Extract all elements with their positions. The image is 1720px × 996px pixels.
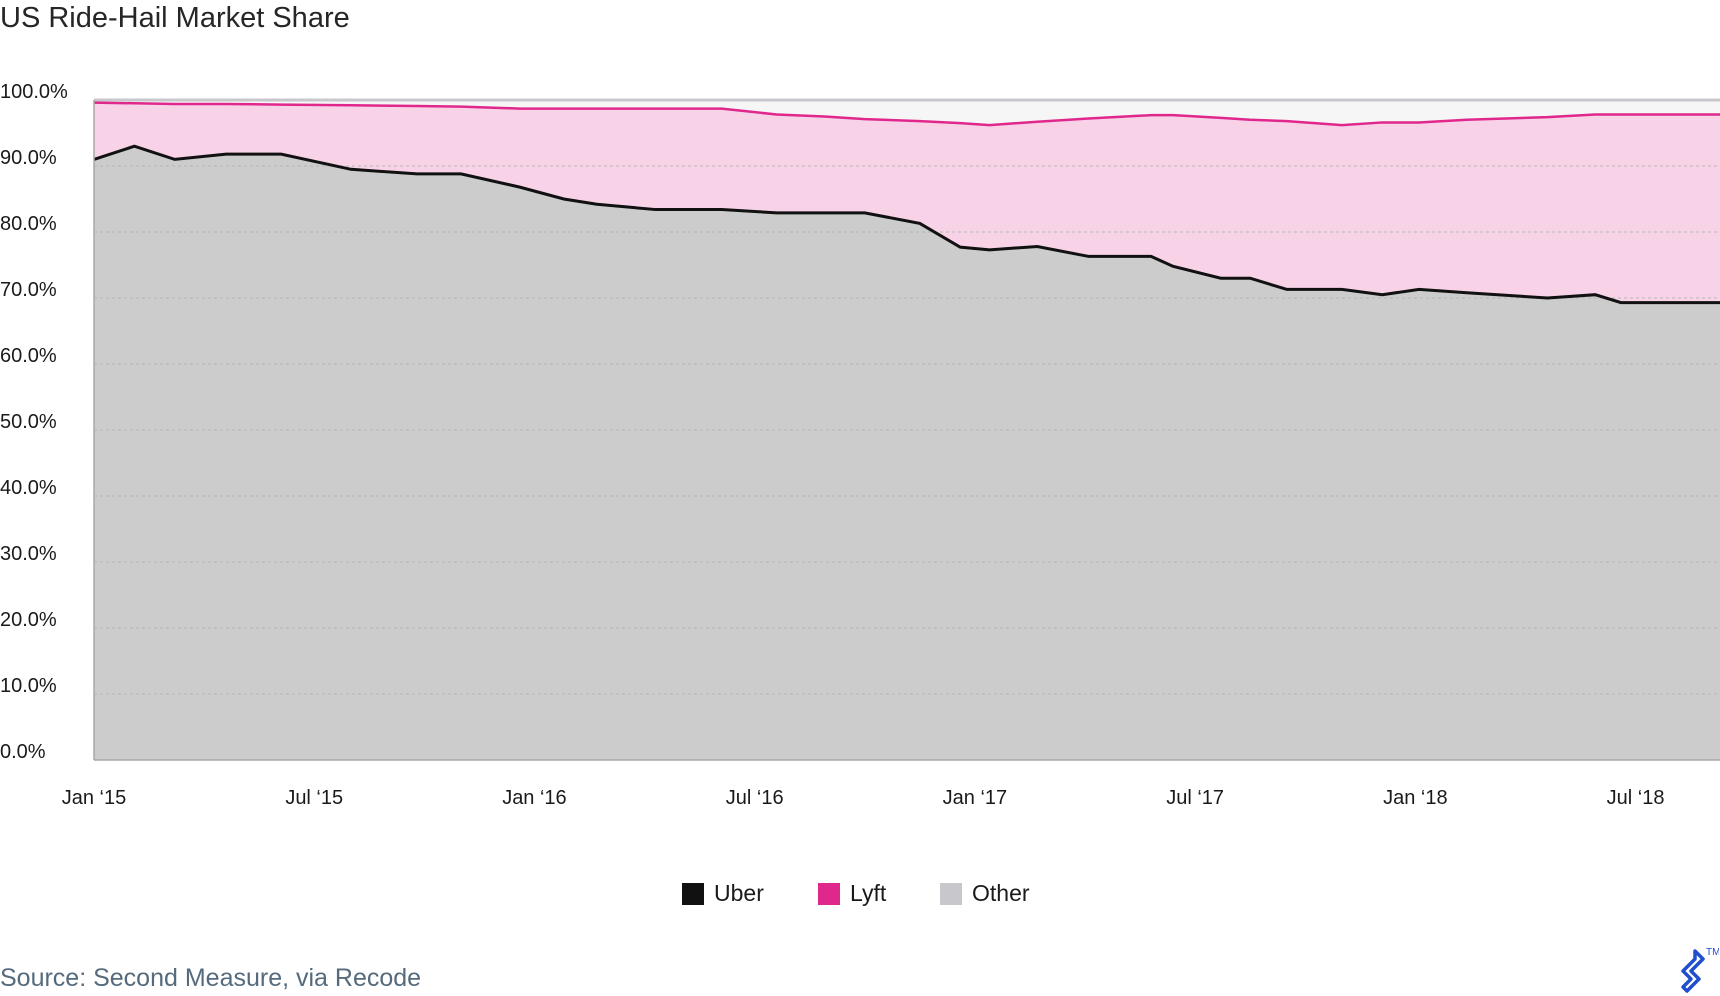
x-tick-label: Jan ‘18 <box>1383 787 1448 809</box>
y-tick-label: 40.0% <box>0 477 57 499</box>
legend-label-uber: Uber <box>714 880 764 906</box>
area-lyft <box>94 102 1720 303</box>
area-other <box>94 100 1720 126</box>
legend-item-lyft: Lyft <box>818 880 886 907</box>
x-tick-label: Jan ‘15 <box>62 787 127 809</box>
y-tick-label: 50.0% <box>0 411 57 433</box>
x-tick-label: Jul ‘16 <box>726 787 784 809</box>
legend-item-uber: Uber <box>682 880 764 907</box>
y-tick-label: 90.0% <box>0 147 57 169</box>
y-tick-label: 0.0% <box>0 741 46 763</box>
chart-legend: Uber Lyft Other <box>0 880 1720 908</box>
series-line-lyft <box>93 101 1720 127</box>
x-tick-label: Jul ‘15 <box>285 787 343 809</box>
x-tick-label: Jul ‘17 <box>1166 787 1224 809</box>
chart-title: US Ride-Hail Market Share <box>0 2 350 34</box>
logo-trademark: TM <box>1706 947 1719 958</box>
area-uber <box>94 146 1720 760</box>
x-tick-label: Jan ‘17 <box>943 787 1008 809</box>
x-tick-label: Jan ‘16 <box>502 787 567 809</box>
y-tick-label: 60.0% <box>0 345 57 367</box>
y-tick-label: 70.0% <box>0 279 57 301</box>
y-tick-label: 20.0% <box>0 609 57 631</box>
legend-label-other: Other <box>972 880 1030 906</box>
y-tick-label: 30.0% <box>0 543 57 565</box>
legend-item-other: Other <box>940 880 1030 907</box>
toptal-logo-icon: TM <box>1681 947 1719 993</box>
legend-swatch-lyft <box>818 882 840 905</box>
series-line-uber <box>93 144 1720 305</box>
y-tick-label: 80.0% <box>0 213 57 235</box>
x-tick-label: Jul ‘18 <box>1607 787 1665 809</box>
y-tick-label: 100.0% <box>0 81 68 103</box>
y-tick-label: 10.0% <box>0 675 57 697</box>
legend-swatch-uber <box>682 882 704 905</box>
legend-label-lyft: Lyft <box>850 880 887 906</box>
legend-swatch-other <box>940 882 962 905</box>
source-note: Source: Second Measure, via Recode <box>0 964 422 992</box>
